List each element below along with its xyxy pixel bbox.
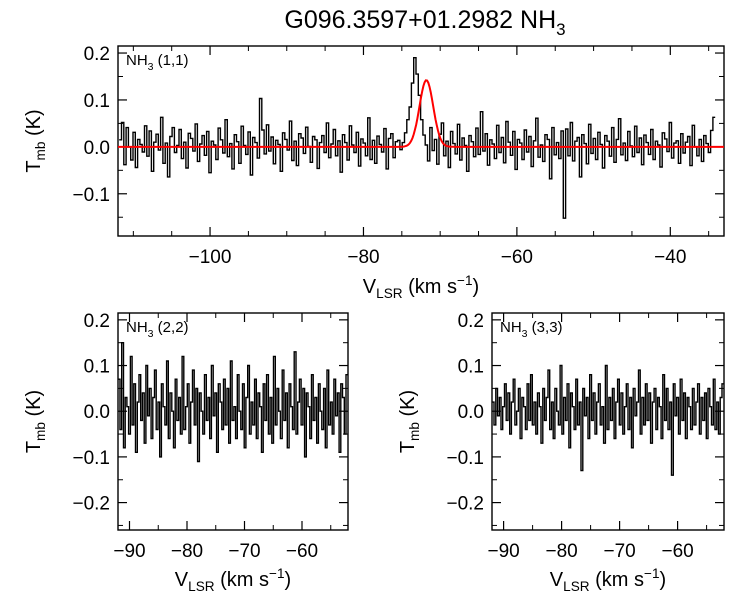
x-tick-label: −100	[189, 247, 232, 268]
x-axis-label-unit: (km s	[590, 569, 644, 591]
y-tick-label: 0.1	[84, 91, 110, 112]
transition-label-subscript: 3	[148, 61, 154, 73]
y-axis-label-main: T	[23, 160, 45, 172]
panel-nh3-22: −90 −80 −70 −60 −0.2 −0.1 0.0 0.1 0.2 NH3 (2,2) VL…	[23, 311, 349, 594]
spectrum-line	[492, 364, 724, 476]
x-axis-label-end: )	[473, 276, 480, 298]
y-axis-label-subscript: mb	[407, 422, 422, 441]
x-tick-label: −80	[545, 541, 577, 562]
y-axis-label-unit: (K)	[23, 390, 45, 422]
x-axis-label: VLSR (km s−1)	[550, 566, 666, 594]
y-tick-label: −0.1	[446, 448, 484, 469]
x-axis-label-end: )	[285, 569, 292, 591]
y-tick-label: 0.0	[458, 402, 484, 423]
y-axis-label-unit: (K)	[23, 109, 45, 141]
x-tick-label: −60	[661, 541, 693, 562]
transition-label-subscript: 3	[522, 328, 528, 340]
y-axis-label: Tmb (K)	[23, 390, 48, 453]
x-axis-label-subscript: LSR	[376, 286, 403, 301]
x-tick-label: −80	[347, 247, 379, 268]
y-axis-label-main: T	[23, 441, 45, 453]
y-axis-label-main: T	[397, 441, 419, 453]
figure-title: G096.3597+01.2982 NH3	[284, 6, 565, 39]
x-axis-label-main: V	[550, 569, 564, 591]
y-axis-label-subscript: mb	[33, 422, 48, 441]
x-axis-label-superscript: −1	[644, 566, 660, 581]
transition-label-tail: (2,2)	[154, 319, 189, 336]
x-axis-label-unit: (km s	[403, 276, 457, 298]
plot-frame	[491, 312, 725, 531]
x-axis-label-superscript: −1	[457, 273, 473, 288]
x-axis-label: VLSR (km s−1)	[363, 273, 479, 301]
y-axis-label-unit: (K)	[397, 390, 419, 422]
transition-label-main: NH	[500, 319, 522, 336]
spectrum-line	[119, 57, 716, 219]
y-tick-label: 0.2	[84, 311, 110, 332]
x-axis-label-main: V	[175, 569, 189, 591]
x-tick-label: −40	[654, 247, 686, 268]
panel-nh3-11: −100 −80 −60 −40 −0.1 0.0 0.1 0.2 NH3 (1,1) VLSR …	[23, 44, 725, 301]
transition-label-main: NH	[126, 319, 148, 336]
x-tick-label: −70	[603, 541, 635, 562]
y-tick-label: 0.0	[84, 402, 110, 423]
transition-label-subscript: 3	[148, 328, 154, 340]
x-axis-label-main: V	[363, 276, 377, 298]
transition-label-main: NH	[126, 52, 148, 69]
y-tick-label: 0.1	[84, 357, 110, 378]
x-tick-label: −60	[501, 247, 533, 268]
x-tick-label: −60	[286, 541, 318, 562]
y-tick-label: 0.0	[84, 138, 110, 159]
y-tick-label: −0.1	[72, 448, 110, 469]
transition-label: NH3 (3,3)	[500, 319, 563, 340]
y-axis-label: Tmb (K)	[23, 109, 48, 172]
x-tick-label: −90	[113, 541, 145, 562]
x-axis-label-end: )	[660, 569, 667, 591]
transition-label-tail: (3,3)	[528, 319, 563, 336]
x-tick-label: −70	[228, 541, 260, 562]
figure-title-main: G096.3597+01.2982 NH	[284, 6, 556, 34]
y-tick-label: 0.2	[84, 44, 110, 65]
panel-nh3-33: −90 −80 −70 −60 −0.2 −0.1 0.0 0.1 0.2 NH3 (3,3) VL…	[397, 311, 725, 594]
y-tick-label: 0.2	[458, 311, 484, 332]
figure-title-subscript: 3	[556, 20, 565, 39]
y-axis-label: Tmb (K)	[397, 390, 422, 453]
plot-frame	[117, 45, 725, 237]
y-tick-label: −0.2	[446, 494, 484, 515]
transition-label: NH3 (1,1)	[126, 52, 189, 73]
spectrum-line	[118, 342, 348, 463]
x-axis-label: VLSR (km s−1)	[175, 566, 291, 594]
y-tick-label: −0.1	[72, 185, 110, 206]
x-axis-label-superscript: −1	[269, 566, 285, 581]
y-tick-label: 0.1	[458, 357, 484, 378]
y-tick-label: −0.2	[72, 494, 110, 515]
x-tick-label: −80	[171, 541, 203, 562]
transition-label-tail: (1,1)	[154, 52, 189, 69]
plot-frame	[117, 312, 349, 531]
x-axis-label-unit: (km s	[215, 569, 269, 591]
x-axis-label-subscript: LSR	[563, 579, 590, 594]
x-axis-label-subscript: LSR	[188, 579, 215, 594]
x-tick-label: −90	[487, 541, 519, 562]
transition-label: NH3 (2,2)	[126, 319, 189, 340]
y-axis-label-subscript: mb	[33, 142, 48, 161]
gaussian-fit-line	[118, 79, 724, 148]
